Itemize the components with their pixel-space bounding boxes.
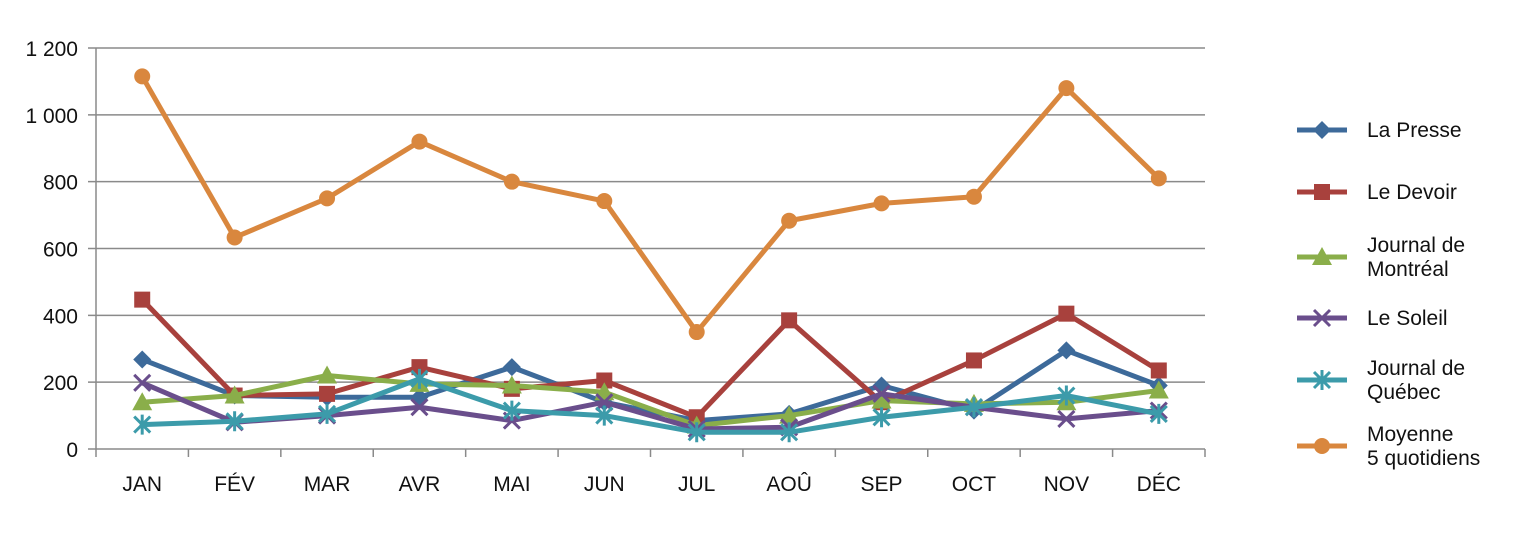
data-point [872, 384, 891, 403]
legend-marker [1312, 370, 1332, 390]
data-point [224, 385, 245, 404]
data-point [1058, 305, 1075, 322]
legend-label: Journal de [1367, 234, 1465, 257]
x-tick-label: JAN [122, 473, 162, 496]
legend-label: Le Devoir [1367, 181, 1457, 204]
data-point [1149, 403, 1168, 424]
data-point [319, 385, 336, 402]
grid [88, 47, 1205, 450]
data-point [687, 422, 706, 443]
legend-label: Québec [1367, 381, 1441, 404]
data-point [503, 173, 520, 190]
series-line [139, 297, 1162, 420]
legend-label: Moyenne [1367, 423, 1453, 446]
data-point [1057, 409, 1076, 428]
data-point [779, 405, 800, 424]
data-point [595, 405, 614, 426]
x-tick-label: AVR [399, 473, 441, 496]
legend-label: La Presse [1367, 119, 1462, 142]
legend-marker [1313, 121, 1331, 139]
y-tick-label: 600 [43, 239, 78, 262]
data-point [596, 193, 613, 210]
x-tick-label: DÉC [1137, 473, 1181, 496]
y-tick-label: 1 000 [25, 105, 78, 128]
data-point [501, 375, 522, 394]
data-point [1058, 80, 1075, 97]
data-point [226, 229, 243, 246]
series-5 [134, 68, 1167, 341]
data-point [502, 400, 521, 421]
data-point [317, 365, 338, 384]
data-point [1057, 385, 1076, 406]
legend-label: Montréal [1367, 258, 1449, 281]
data-point [688, 324, 705, 341]
data-point [595, 393, 614, 412]
x-tick-label: AOÛ [766, 473, 812, 496]
x-tick-label: OCT [952, 473, 997, 496]
data-point [502, 358, 521, 377]
y-tick-label: 200 [43, 372, 78, 395]
data-point [134, 291, 151, 308]
data-point [133, 414, 152, 435]
axes: 0 200 400 600 800 1 000 1 200 JAN FÉV MAR AVR MAI JU… [25, 38, 1206, 496]
legend-label: Journal de [1367, 357, 1465, 380]
legend-label: 5 quotidiens [1367, 447, 1480, 470]
data-point [319, 190, 336, 207]
data-point [133, 350, 152, 369]
data-point [965, 352, 982, 369]
legend-marker [1314, 438, 1330, 454]
data-point [965, 188, 982, 205]
series-group [132, 68, 1169, 443]
legend-label: Le Soleil [1367, 307, 1448, 330]
y-tick-label: 1 200 [25, 38, 78, 61]
data-point [1150, 170, 1167, 187]
x-tick-label: JUL [678, 473, 715, 496]
x-tick-label: MAR [304, 473, 351, 496]
data-point [411, 359, 428, 376]
series-line [139, 376, 1162, 435]
x-tick-label: FÉV [214, 473, 255, 496]
y-tick-label: 400 [43, 305, 78, 328]
data-point [1150, 362, 1167, 379]
data-point [872, 407, 891, 428]
y-tick-label: 800 [43, 172, 78, 195]
data-point [596, 372, 613, 389]
legend-item: Le Soleil [1297, 307, 1448, 330]
data-point [1148, 380, 1169, 399]
data-point [873, 195, 890, 212]
data-point [410, 398, 429, 417]
data-point [225, 411, 244, 432]
legend-marker [1312, 247, 1332, 265]
data-point [317, 403, 337, 424]
x-tick-label: SEP [861, 473, 903, 496]
data-point [133, 373, 152, 392]
data-point [964, 397, 984, 418]
legend-marker [1314, 184, 1330, 200]
legend-item: Le Devoir [1297, 181, 1457, 204]
data-point [781, 312, 798, 329]
x-tick-label: JUN [584, 473, 625, 496]
series-4 [133, 368, 1168, 443]
y-tick-label: 0 [66, 439, 78, 462]
data-point [410, 368, 429, 389]
x-tick-label: NOV [1044, 473, 1090, 496]
x-tick-label: MAI [493, 473, 530, 496]
legend-marker [1312, 308, 1332, 328]
data-point [781, 212, 798, 229]
data-point [411, 133, 428, 150]
data-point [780, 422, 799, 443]
data-point [134, 68, 151, 85]
data-point [871, 390, 892, 409]
series-line [139, 73, 1162, 335]
data-point [132, 392, 153, 411]
data-point [1057, 341, 1076, 360]
legend-item: La Presse [1297, 119, 1462, 142]
